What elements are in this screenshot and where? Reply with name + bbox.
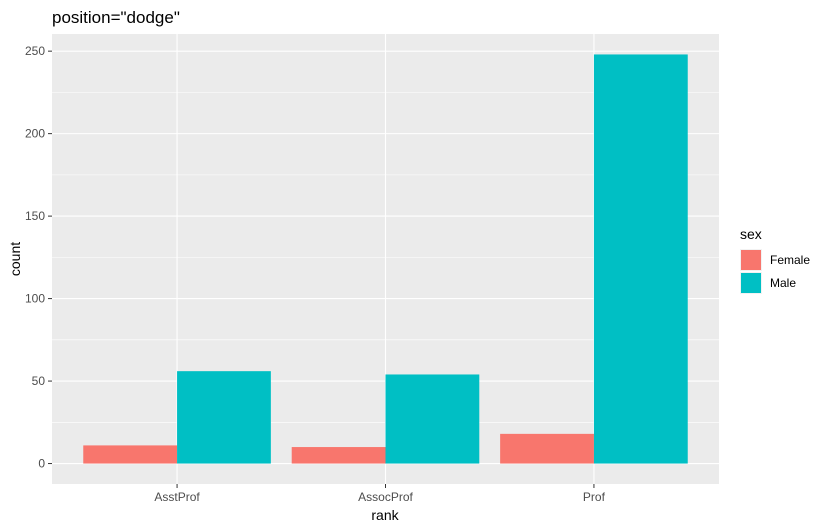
bars (83, 54, 688, 464)
legend-key-male (741, 273, 761, 293)
chart-title: position="dodge" (52, 8, 180, 27)
legend-key-female (741, 250, 761, 270)
bar-female-assocprof (291, 447, 386, 464)
y-tick-label: 200 (25, 127, 45, 141)
y-tick-label: 150 (25, 209, 45, 223)
x-axis-title: rank (371, 507, 399, 523)
legend-label-female: Female (770, 253, 810, 267)
x-tick-label: Prof (583, 490, 606, 504)
y-tick-label: 50 (32, 374, 46, 388)
bar-female-asstprof (83, 445, 178, 464)
y-tick-label: 250 (25, 44, 45, 58)
bar-male-asstprof (177, 371, 271, 464)
bar-female-prof (500, 433, 594, 464)
y-tick-label: 0 (38, 457, 45, 471)
legend-label-male: Male (770, 276, 796, 290)
y-axis: 0 50 100 150 200 250 (25, 44, 52, 471)
x-tick-label: AssocProf (358, 490, 413, 504)
x-tick-label: AsstProf (154, 490, 200, 504)
y-axis-title: count (7, 242, 23, 276)
legend: sex Female Male (740, 226, 810, 294)
y-tick-label: 100 (25, 292, 45, 306)
x-axis: AsstProf AssocProf Prof (154, 484, 606, 504)
bar-male-prof (593, 54, 688, 464)
bar-male-assocprof (385, 374, 480, 464)
legend-title: sex (740, 226, 762, 242)
